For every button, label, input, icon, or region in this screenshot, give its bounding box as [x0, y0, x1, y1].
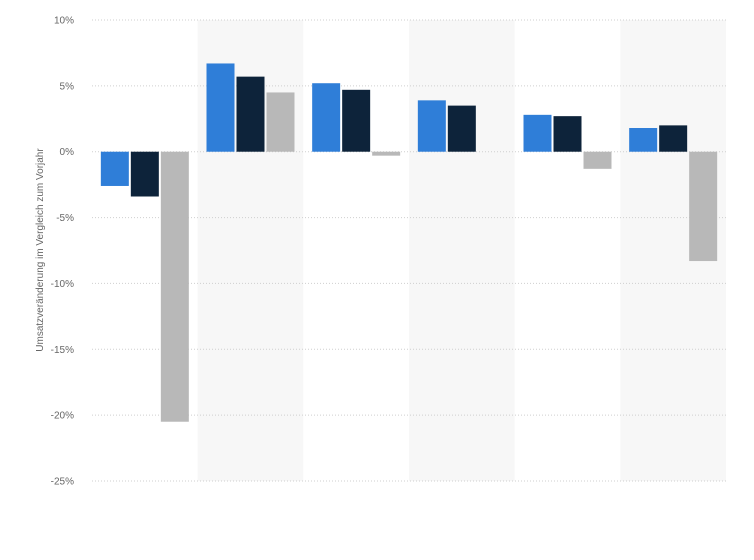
- bar-series-1-group-2[interactable]: [206, 63, 235, 152]
- y-tick-label: 5%: [60, 81, 75, 92]
- y-tick-label: -15%: [51, 345, 74, 356]
- y-tick-label: -10%: [51, 279, 74, 290]
- bar-series-3-group-5[interactable]: [583, 151, 612, 169]
- grid-lines: [92, 19, 726, 482]
- bar-series-1-group-3[interactable]: [312, 83, 341, 152]
- y-tick-label: -20%: [51, 411, 74, 422]
- y-tick-label: -25%: [51, 477, 74, 488]
- bar-series-2-group-3[interactable]: [342, 89, 371, 152]
- y-axis-title: Umsatzveränderung im Vergleich zum Vorja…: [35, 148, 46, 352]
- bar-series-3-group-6[interactable]: [689, 151, 718, 262]
- bar-series-2-group-2[interactable]: [236, 76, 265, 152]
- bar-series-1-group-1[interactable]: [100, 151, 129, 186]
- y-tick-label: 0%: [60, 147, 75, 158]
- bar-series-3-group-2[interactable]: [266, 92, 295, 152]
- y-tick-label: 10%: [54, 16, 74, 27]
- bar-series-1-group-5[interactable]: [523, 114, 552, 152]
- bar-series-1-group-6[interactable]: [629, 128, 658, 152]
- y-tick-label: -5%: [56, 213, 74, 224]
- bar-series-3-group-3[interactable]: [372, 151, 401, 156]
- bars: [100, 63, 718, 422]
- category-band-4: [409, 20, 515, 481]
- bar-series-2-group-4[interactable]: [447, 105, 476, 152]
- bar-series-3-group-1[interactable]: [160, 151, 189, 422]
- bar-series-1-group-4[interactable]: [417, 100, 446, 152]
- y-tick-labels: 10% 5% 0% -5% -10% -15% -20% -25%: [51, 16, 74, 488]
- bar-series-2-group-6[interactable]: [659, 125, 688, 152]
- category-band-5: [514, 20, 621, 481]
- bar-series-2-group-1[interactable]: [130, 151, 159, 197]
- bar-series-2-group-5[interactable]: [553, 116, 582, 152]
